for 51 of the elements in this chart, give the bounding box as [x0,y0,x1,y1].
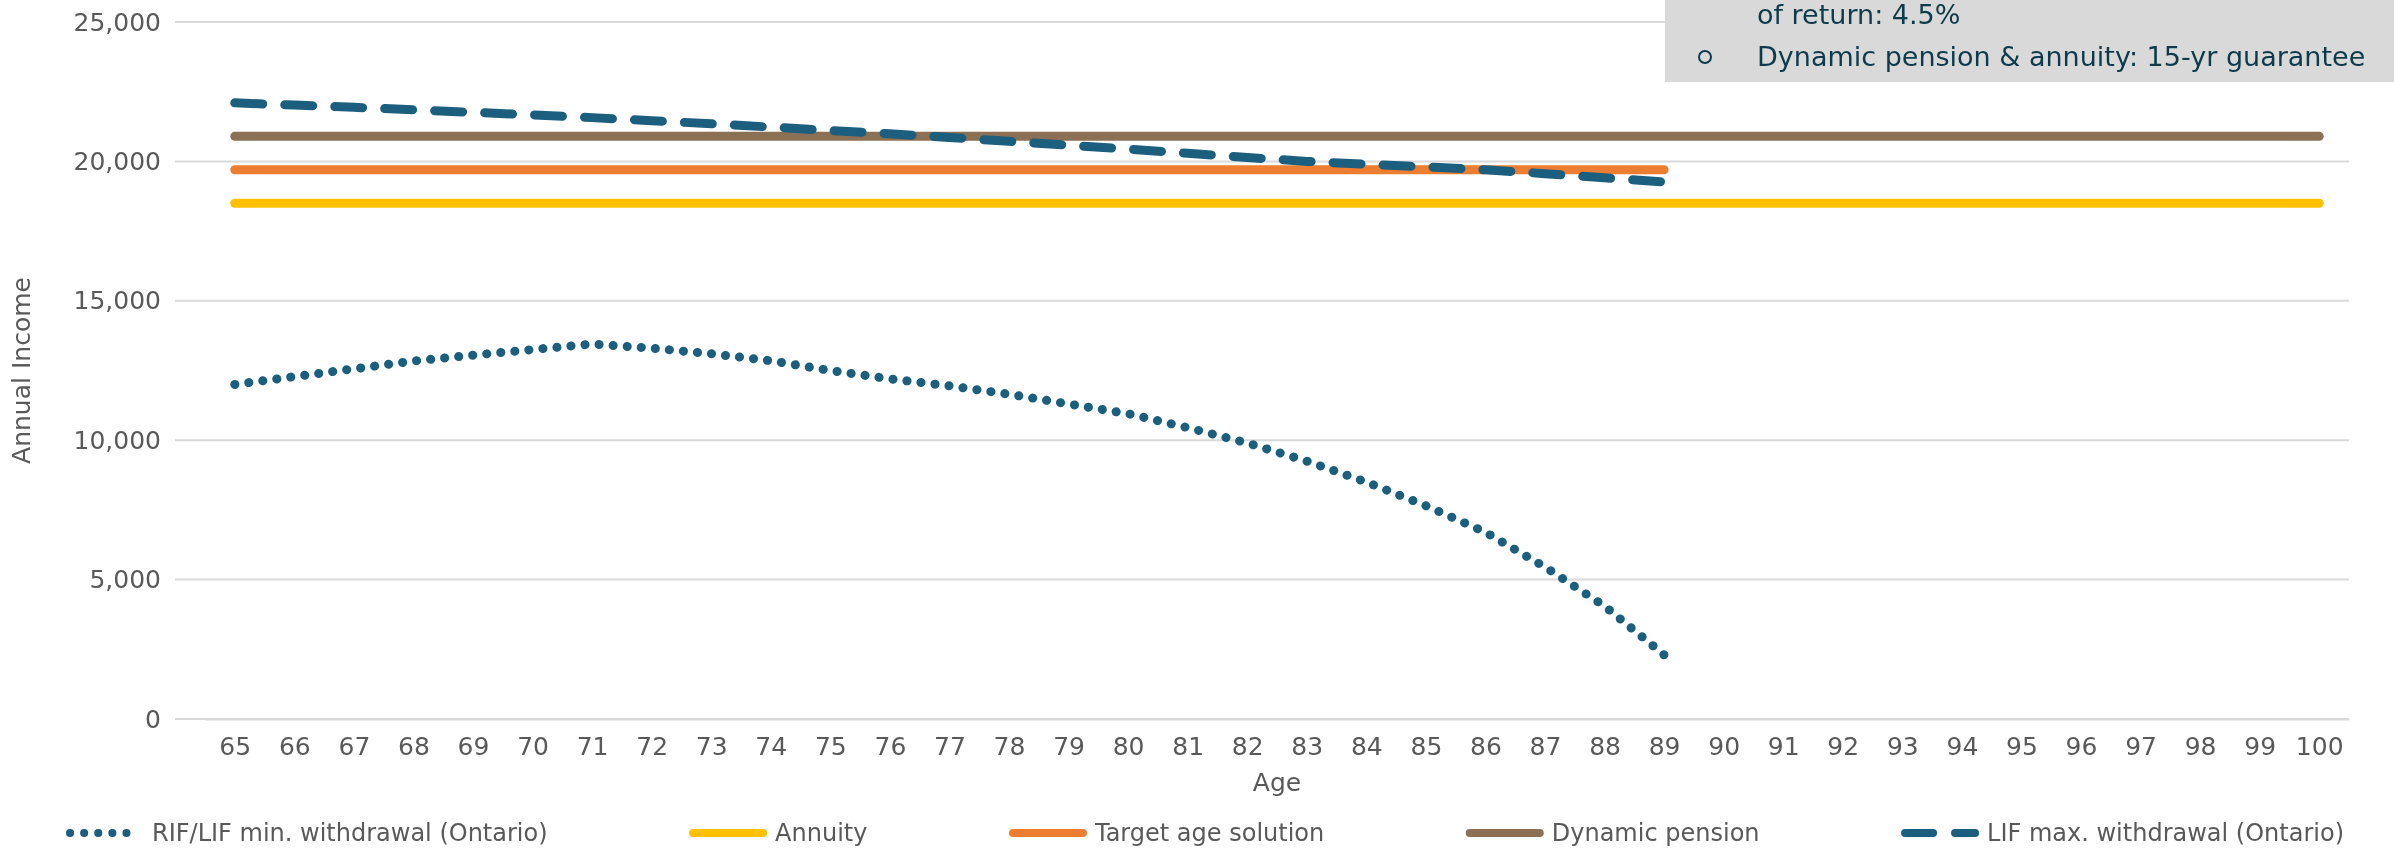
x-tick-label: 72 [636,731,669,761]
x-tick-label: 66 [278,731,311,761]
x-axis-title: Age [1252,768,1302,797]
x-tick-label: 88 [1589,731,1621,761]
x-tick-label: 79 [1053,731,1085,761]
y-tick-label: 5,000 [89,565,161,595]
x-tick-label: 86 [1470,731,1502,761]
x-tick-label: 68 [398,731,430,761]
x-tick-label: 70 [517,731,549,761]
x-tick-label: 80 [1112,731,1145,761]
x-tick-label: 67 [338,731,371,761]
x-tick-label: 98 [2184,731,2217,761]
x-tick-label: 77 [934,731,966,761]
x-tick-label: 69 [457,731,490,761]
legend-label: LIF max. withdrawal (Ontario) [1987,819,2344,847]
legend-label: RIF/LIF min. withdrawal (Ontario) [152,819,548,847]
x-tick-label: 89 [1648,731,1681,761]
x-tick-label: 76 [874,731,907,761]
x-tick-label: 87 [1529,731,1562,761]
x-tick-label: 97 [2125,731,2157,761]
y-axis-title: Annual Income [7,277,36,464]
x-tick-label: 90 [1708,731,1741,761]
x-tick-label: 73 [695,731,728,761]
legend-label: Dynamic pension [1551,819,1760,847]
x-tick-label: 78 [993,731,1026,761]
x-tick-label: 75 [814,731,847,761]
x-tick-label: 91 [1767,731,1800,761]
x-tick-label: 96 [2065,731,2098,761]
y-tick-label: 25,000 [73,7,161,37]
y-tick-label: 0 [145,704,161,734]
x-tick-label: 100 [2295,731,2344,761]
x-tick-label: 92 [1827,731,1860,761]
x-tick-label: 99 [2244,731,2277,761]
x-tick-label: 84 [1350,731,1383,761]
x-tick-label: 85 [1410,731,1443,761]
y-tick-label: 15,000 [73,286,161,316]
x-tick-label: 71 [576,731,609,761]
x-tick-label: 74 [755,731,788,761]
x-tick-label: 94 [1946,731,1979,761]
y-tick-label: 10,000 [73,425,161,455]
x-tick-label: 81 [1172,731,1205,761]
x-tick-label: 93 [1886,731,1919,761]
annotation: Dynamic pension & annuity: 15-yr guarantee [1757,41,2366,72]
x-tick-label: 82 [1231,731,1264,761]
legend-label: Target age solution [1093,819,1325,847]
x-tick-label: 65 [219,731,252,761]
x-tick-label: 95 [2006,731,2038,761]
legend-label: Annuity [775,819,868,847]
x-tick-label: 83 [1291,731,1324,761]
annotation: of return: 4.5% [1757,0,1961,30]
y-tick-label: 20,000 [73,146,161,176]
